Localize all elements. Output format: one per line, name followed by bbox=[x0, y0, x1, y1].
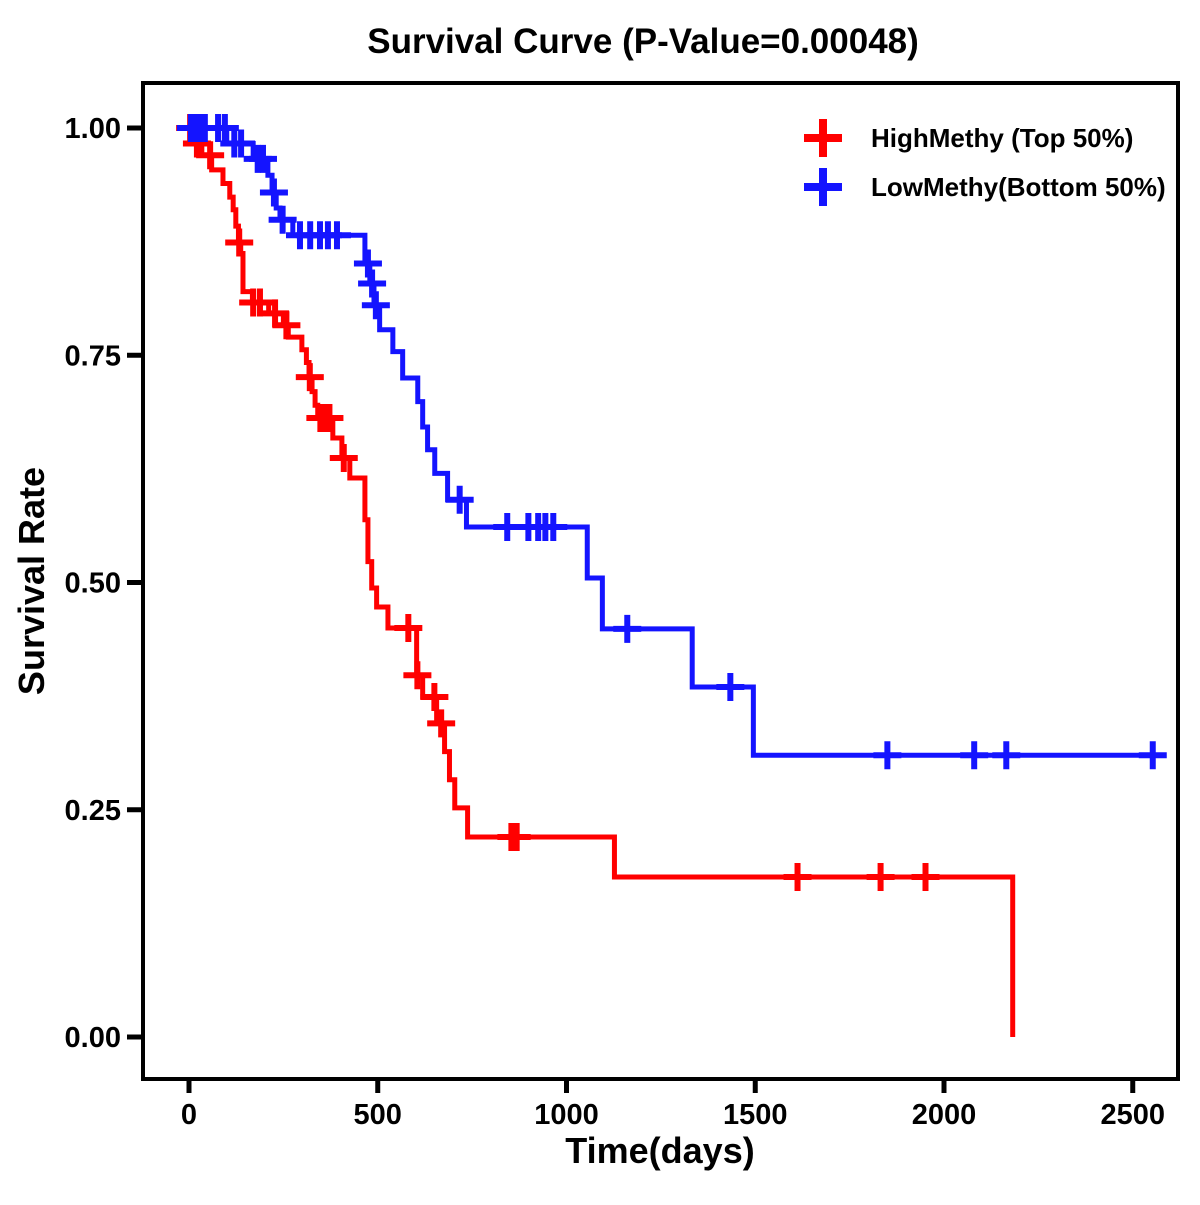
censor-plus-mark bbox=[245, 288, 274, 317]
y-axis-ticks: 0.00 0.25 0.50 0.75 1.00 bbox=[65, 113, 143, 1054]
censor-plus-mark bbox=[210, 114, 239, 142]
censor-plus-mark bbox=[361, 291, 390, 320]
survival-curves bbox=[176, 114, 1167, 1037]
y-axis-title: Survival Rate bbox=[11, 467, 52, 695]
chart-title: Survival Curve (P-Value=0.00048) bbox=[367, 22, 919, 61]
x-axis-ticks: 0 500 1000 1500 2000 2500 bbox=[181, 1079, 1165, 1131]
censor-plus-mark bbox=[403, 661, 432, 690]
censor-plus-mark bbox=[1138, 741, 1167, 770]
censor-plus-mark bbox=[716, 673, 745, 702]
censor-plus-icon bbox=[804, 168, 842, 206]
legend: HighMethy (Top 50%) LowMethy(Bottom 50%) bbox=[804, 119, 1166, 206]
censor-plus-mark bbox=[353, 249, 382, 278]
censor-plus-mark bbox=[960, 741, 989, 770]
y-tick-label: 0.25 bbox=[65, 795, 121, 827]
censor-plus-mark bbox=[227, 129, 256, 158]
x-tick-label: 500 bbox=[354, 1099, 402, 1131]
censor-plus-mark bbox=[358, 269, 387, 298]
censor-plus-mark bbox=[225, 228, 254, 257]
censor-plus-mark bbox=[196, 141, 225, 170]
censor-plus-mark bbox=[783, 863, 812, 892]
x-axis: 0 500 1000 1500 2000 2500 Time(days) bbox=[181, 1079, 1165, 1171]
censor-plus-mark bbox=[272, 311, 301, 340]
y-tick-label: 0.75 bbox=[65, 340, 121, 372]
censor-plus-mark bbox=[427, 709, 456, 738]
censor-plus-mark bbox=[992, 741, 1021, 770]
censor-plus-mark bbox=[322, 221, 351, 250]
censor-plus-mark bbox=[268, 205, 297, 234]
x-tick-label: 2000 bbox=[912, 1099, 977, 1131]
censor-plus-mark bbox=[259, 178, 288, 207]
censor-plus-mark bbox=[613, 614, 642, 643]
x-axis-title: Time(days) bbox=[565, 1130, 754, 1171]
censor-plus-mark bbox=[445, 485, 474, 514]
y-tick-label: 0.00 bbox=[65, 1022, 121, 1054]
legend-item-highmethy: HighMethy (Top 50%) bbox=[804, 119, 1133, 157]
legend-label-lowmethy: LowMethy(Bottom 50%) bbox=[871, 172, 1166, 202]
y-tick-label: 1.00 bbox=[65, 113, 121, 145]
x-tick-label: 0 bbox=[181, 1099, 197, 1131]
censor-plus-mark bbox=[394, 613, 423, 642]
x-tick-label: 1000 bbox=[534, 1099, 599, 1131]
x-tick-label: 1500 bbox=[723, 1099, 788, 1131]
censor-plus-icon bbox=[804, 119, 842, 157]
censor-plus-mark bbox=[248, 144, 277, 173]
censor-plus-mark bbox=[502, 823, 531, 852]
survival-curve bbox=[189, 125, 1016, 1037]
y-axis: 0.00 0.25 0.50 0.75 1.00 Survival Rate bbox=[11, 113, 143, 1054]
legend-item-lowmethy: LowMethy(Bottom 50%) bbox=[804, 168, 1166, 206]
x-tick-label: 2500 bbox=[1100, 1099, 1165, 1131]
censor-plus-mark bbox=[315, 403, 344, 432]
y-tick-label: 0.50 bbox=[65, 568, 121, 600]
censor-plus-mark bbox=[539, 513, 568, 542]
censor-plus-mark bbox=[329, 443, 358, 472]
censor-plus-mark bbox=[911, 863, 940, 892]
censor-plus-mark bbox=[420, 683, 449, 712]
legend-label-highmethy: HighMethy (Top 50%) bbox=[871, 123, 1133, 153]
censor-plus-mark bbox=[873, 741, 902, 770]
censor-plus-mark bbox=[295, 363, 324, 392]
censor-plus-mark bbox=[866, 863, 895, 892]
